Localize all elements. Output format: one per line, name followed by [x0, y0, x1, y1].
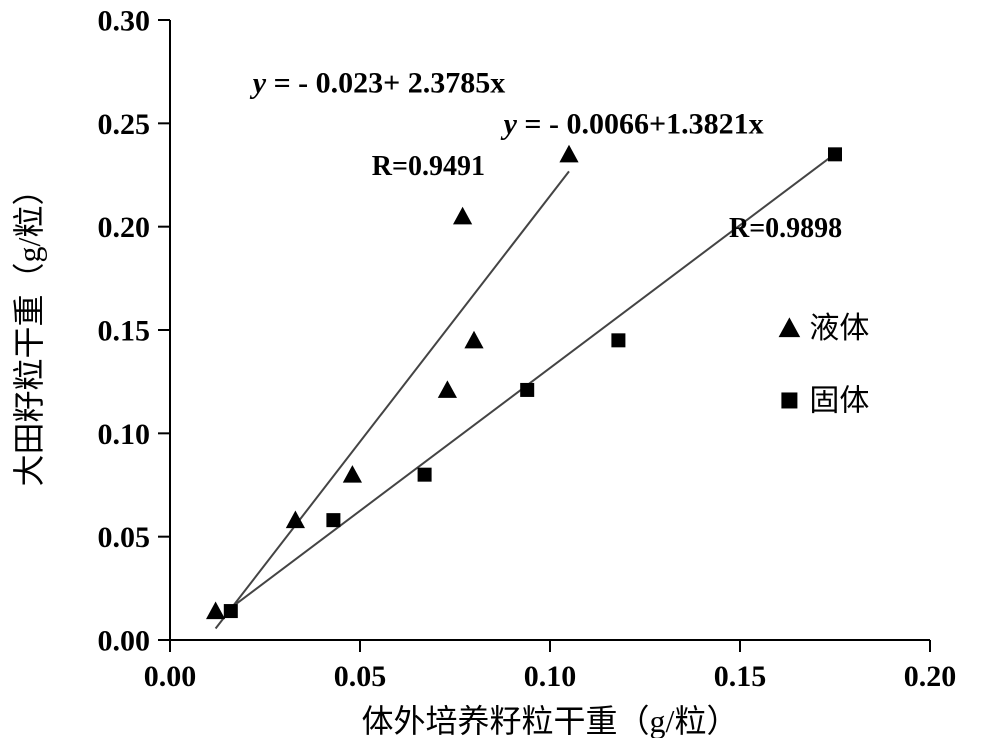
svg-text:R=0.9898: R=0.9898 [729, 213, 842, 244]
svg-text:0.05: 0.05 [98, 521, 151, 554]
svg-text:0.15: 0.15 [714, 660, 767, 693]
svg-text:体外培养籽粒干重（g/粒）: 体外培养籽粒干重（g/粒） [362, 703, 739, 738]
scatter-chart: 0.00 0.05 0.10 0.15 0.20 体外培养籽粒干重（g/粒） 0.00 0.0… [0, 0, 1000, 738]
svg-text:0.20: 0.20 [98, 211, 151, 244]
svg-text:0.30: 0.30 [98, 5, 151, 38]
svg-text:R=0.9491: R=0.9491 [372, 151, 485, 182]
svg-text:0.25: 0.25 [98, 108, 151, 141]
svg-text:0.10: 0.10 [98, 418, 151, 451]
svg-text:0.15: 0.15 [98, 315, 151, 348]
svg-text:0.00: 0.00 [98, 625, 151, 658]
chart-svg: 0.00 0.05 0.10 0.15 0.20 体外培养籽粒干重（g/粒） 0.00 0.0… [0, 0, 1000, 738]
svg-text:大田籽粒干重（g/粒）: 大田籽粒干重（g/粒） [11, 174, 47, 487]
svg-text:y = - 0.0066+1.3821x: y = - 0.0066+1.3821x [501, 108, 764, 141]
svg-text:固体: 固体 [809, 384, 869, 417]
svg-text:0.20: 0.20 [904, 660, 957, 693]
svg-text:液体: 液体 [809, 312, 869, 345]
svg-text:0.10: 0.10 [524, 660, 577, 693]
svg-text:y = - 0.023+ 2.3785x: y = - 0.023+ 2.3785x [250, 66, 506, 99]
svg-text:0.05: 0.05 [334, 660, 387, 693]
svg-text:0.00: 0.00 [144, 660, 197, 693]
